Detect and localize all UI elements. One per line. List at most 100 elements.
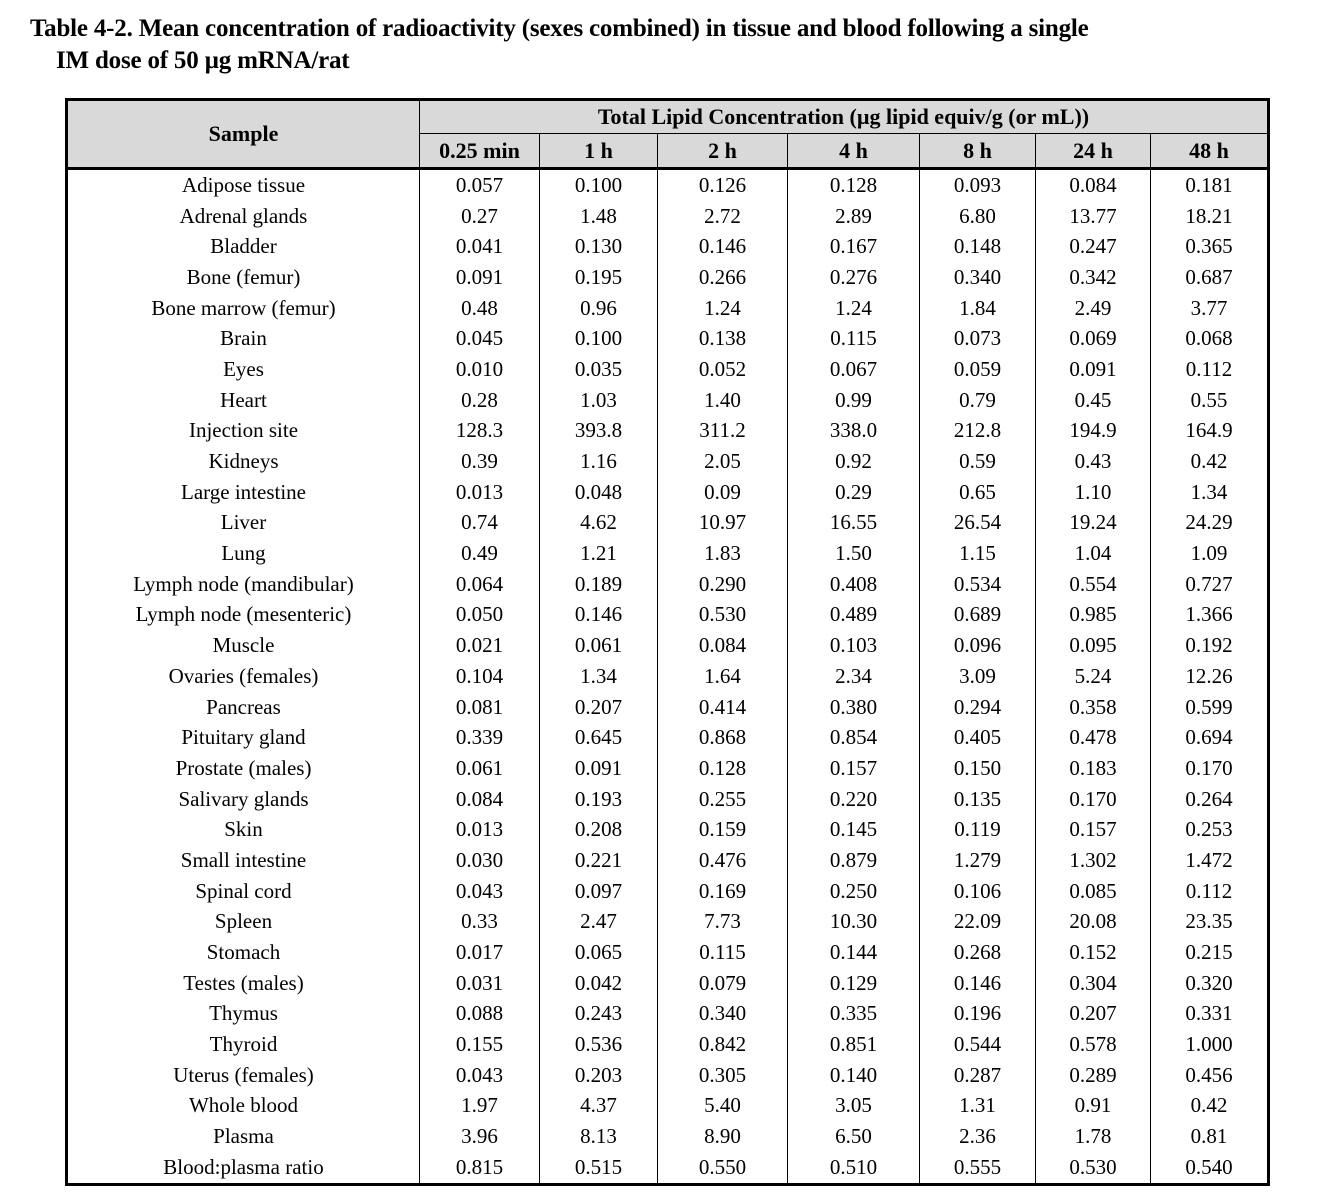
value-cell: 1.40 xyxy=(657,384,788,416)
table-row: Uterus (females) 0.043 0.203 0.305 0.140 0.28… xyxy=(66,1059,1269,1091)
value-cell: 1.000 xyxy=(1150,1029,1269,1060)
value-cell: 0.694 xyxy=(1150,722,1269,754)
time-header-8-h: 8 h xyxy=(919,133,1036,170)
value-cell: 1.04 xyxy=(1035,538,1151,569)
value-cell: 0.170 xyxy=(1035,783,1151,815)
value-cell: 0.091 xyxy=(1035,354,1151,385)
value-cell: 1.16 xyxy=(539,446,658,477)
value-cell: 2.34 xyxy=(787,661,920,692)
lipid-concentration-group-header: Total Lipid Concentration (µg lipid equi… xyxy=(419,99,1269,134)
value-cell: 0.255 xyxy=(657,783,788,815)
value-cell: 0.43 xyxy=(1035,446,1151,477)
table-row: Spinal cord 0.043 0.097 0.169 0.250 0.106 0.08… xyxy=(66,875,1269,907)
table-row: Stomach 0.017 0.065 0.115 0.144 0.268 0.152 0.2… xyxy=(66,937,1269,968)
value-cell: 0.268 xyxy=(919,937,1036,968)
value-cell: 0.067 xyxy=(787,354,920,385)
value-cell: 0.266 xyxy=(657,262,788,293)
value-cell: 1.472 xyxy=(1150,845,1269,876)
value-cell: 10.97 xyxy=(657,507,788,539)
value-cell: 0.478 xyxy=(1035,722,1151,754)
value-cell: 0.193 xyxy=(539,783,658,815)
value-cell: 0.405 xyxy=(919,722,1036,754)
value-cell: 0.294 xyxy=(919,691,1036,723)
value-cell: 0.157 xyxy=(787,753,920,784)
sample-cell: Ovaries (females) xyxy=(66,661,420,692)
value-cell: 0.128 xyxy=(657,753,788,784)
value-cell: 0.057 xyxy=(419,168,540,201)
value-cell: 6.50 xyxy=(787,1121,920,1152)
value-cell: 0.106 xyxy=(919,875,1036,907)
value-cell: 164.9 xyxy=(1150,415,1269,447)
table-caption: Table 4-2. Mean concentration of radioac… xyxy=(30,13,1306,77)
sample-cell: Plasma xyxy=(66,1121,420,1152)
value-cell: 26.54 xyxy=(919,507,1036,539)
value-cell: 4.37 xyxy=(539,1090,658,1122)
value-cell: 1.78 xyxy=(1035,1121,1151,1152)
value-cell: 0.59 xyxy=(919,446,1036,477)
table-row: Salivary glands 0.084 0.193 0.255 0.220 0.135… xyxy=(66,783,1269,815)
value-cell: 0.530 xyxy=(1035,1152,1151,1185)
value-cell: 0.815 xyxy=(419,1152,540,1185)
value-cell: 0.189 xyxy=(539,568,658,600)
value-cell: 0.100 xyxy=(539,168,658,201)
value-cell: 0.081 xyxy=(419,691,540,723)
value-cell: 8.13 xyxy=(539,1121,658,1152)
value-cell: 0.578 xyxy=(1035,1029,1151,1060)
value-cell: 10.30 xyxy=(787,906,920,938)
value-cell: 0.128 xyxy=(787,168,920,201)
value-cell: 0.727 xyxy=(1150,568,1269,600)
sample-cell: Liver xyxy=(66,507,420,539)
value-cell: 0.65 xyxy=(919,476,1036,508)
value-cell: 0.146 xyxy=(919,967,1036,999)
value-cell: 0.380 xyxy=(787,691,920,723)
sample-cell: Muscle xyxy=(66,630,420,661)
value-cell: 0.091 xyxy=(539,753,658,784)
value-cell: 0.221 xyxy=(539,845,658,876)
value-cell: 0.207 xyxy=(1035,998,1151,1030)
sample-cell: Whole blood xyxy=(66,1090,420,1122)
value-cell: 0.74 xyxy=(419,507,540,539)
value-cell: 0.28 xyxy=(419,384,540,416)
value-cell: 0.253 xyxy=(1150,814,1269,846)
value-cell: 0.55 xyxy=(1150,384,1269,416)
table-row: Small intestine 0.030 0.221 0.476 0.879 1.279… xyxy=(66,845,1269,876)
value-cell: 0.476 xyxy=(657,845,788,876)
value-cell: 0.196 xyxy=(919,998,1036,1030)
value-cell: 0.031 xyxy=(419,967,540,999)
table-row: Brain 0.045 0.100 0.138 0.115 0.073 0.069 0.068 xyxy=(66,323,1269,355)
value-cell: 0.287 xyxy=(919,1059,1036,1091)
table-row: Thyroid 0.155 0.536 0.842 0.851 0.544 0.578 1.0… xyxy=(66,1029,1269,1060)
value-cell: 0.144 xyxy=(787,937,920,968)
value-cell: 0.183 xyxy=(1035,753,1151,784)
table-row: Spleen 0.33 2.47 7.73 10.30 22.09 20.08 23.35 xyxy=(66,906,1269,938)
sample-cell: Thymus xyxy=(66,998,420,1030)
value-cell: 0.414 xyxy=(657,691,788,723)
table-row: Muscle 0.021 0.061 0.084 0.103 0.096 0.095 0.19… xyxy=(66,630,1269,661)
value-cell: 2.36 xyxy=(919,1121,1036,1152)
value-cell: 1.83 xyxy=(657,538,788,569)
value-cell: 0.035 xyxy=(539,354,658,385)
value-cell: 13.77 xyxy=(1035,200,1151,232)
value-cell: 0.130 xyxy=(539,231,658,263)
value-cell: 0.304 xyxy=(1035,967,1151,999)
time-header-1-h: 1 h xyxy=(539,133,658,170)
value-cell: 0.084 xyxy=(1035,168,1151,201)
value-cell: 0.155 xyxy=(419,1029,540,1060)
value-cell: 1.21 xyxy=(539,538,658,569)
value-cell: 0.42 xyxy=(1150,1090,1269,1122)
table-body: Adipose tissue 0.057 0.100 0.126 0.128 0.093 0… xyxy=(66,168,1269,1185)
value-cell: 0.157 xyxy=(1035,814,1151,846)
value-cell: 0.645 xyxy=(539,722,658,754)
sample-cell: Bone marrow (femur) xyxy=(66,292,420,324)
value-cell: 0.203 xyxy=(539,1059,658,1091)
value-cell: 0.073 xyxy=(919,323,1036,355)
value-cell: 0.112 xyxy=(1150,875,1269,907)
value-cell: 0.150 xyxy=(919,753,1036,784)
time-header-48-h: 48 h xyxy=(1150,133,1269,170)
value-cell: 0.331 xyxy=(1150,998,1269,1030)
value-cell: 0.45 xyxy=(1035,384,1151,416)
value-cell: 0.043 xyxy=(419,875,540,907)
value-cell: 0.264 xyxy=(1150,783,1269,815)
value-cell: 212.8 xyxy=(919,415,1036,447)
